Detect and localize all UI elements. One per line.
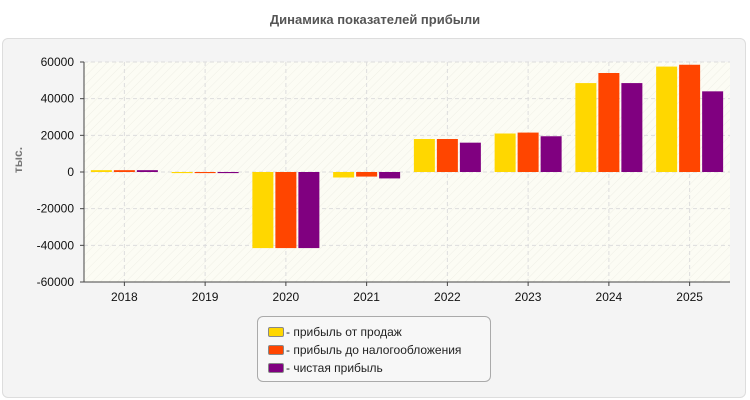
bar-sales-profit-2021	[333, 172, 355, 178]
bar-net-profit-2021	[379, 172, 401, 179]
y-tick-label: -20000	[37, 202, 75, 216]
y-tick-label: -40000	[37, 238, 75, 252]
bar-sales-profit-2018	[90, 170, 112, 172]
bar-sales-profit-2025	[656, 66, 678, 172]
bar-net-profit-2025	[702, 91, 724, 172]
x-tick-label: 2025	[676, 290, 703, 304]
legend-label-pretax-profit: - прибыль до налогообложения	[286, 343, 462, 357]
x-tick-label: 2020	[273, 290, 300, 304]
chart-title: Динамика показателей прибыли	[269, 12, 481, 27]
y-tick-label: 60000	[41, 55, 75, 69]
y-axis-label: тыс.	[11, 147, 25, 173]
bar-sales-profit-2020	[252, 172, 274, 249]
bar-pretax-profit-2023	[517, 132, 539, 172]
y-tick-label: 0	[67, 165, 74, 179]
legend-entry-net-profit: - чистая прибыль	[268, 359, 490, 377]
bar-pretax-profit-2021	[356, 172, 378, 177]
bar-pretax-profit-2022	[436, 139, 458, 172]
bar-pretax-profit-2019	[194, 172, 216, 174]
legend: - прибыль от продаж - прибыль до налогоо…	[257, 316, 491, 382]
legend-entry-sales-profit: - прибыль от продаж	[268, 323, 490, 341]
legend-label-net-profit: - чистая прибыль	[286, 361, 383, 375]
bar-sales-profit-2023	[494, 133, 516, 172]
bar-net-profit-2018	[136, 170, 158, 172]
legend-swatch-sales-profit	[268, 327, 284, 337]
legend-swatch-net-profit	[268, 363, 284, 373]
bar-sales-profit-2024	[575, 83, 597, 172]
bar-pretax-profit-2025	[679, 64, 701, 172]
bar-sales-profit-2022	[413, 139, 435, 172]
bar-pretax-profit-2020	[275, 172, 297, 249]
y-tick-label: 40000	[41, 92, 75, 106]
bar-net-profit-2024	[621, 83, 643, 172]
x-tick-label: 2019	[192, 290, 219, 304]
y-tick-label: 20000	[41, 128, 75, 142]
legend-label-sales-profit: - прибыль от продаж	[286, 325, 402, 339]
x-tick-label: 2018	[111, 290, 138, 304]
x-tick-label: 2021	[353, 290, 380, 304]
bar-pretax-profit-2018	[113, 170, 135, 172]
bar-net-profit-2020	[298, 172, 320, 249]
legend-swatch-pretax-profit	[268, 345, 284, 355]
x-tick-label: 2022	[434, 290, 461, 304]
bar-net-profit-2023	[540, 136, 562, 172]
x-tick-label: 2024	[596, 290, 623, 304]
x-tick-label: 2023	[515, 290, 542, 304]
bar-net-profit-2022	[459, 142, 481, 172]
legend-entry-pretax-profit: - прибыль до налогообложения	[268, 341, 490, 359]
bar-sales-profit-2019	[171, 172, 193, 174]
bar-pretax-profit-2024	[598, 73, 620, 172]
bar-net-profit-2019	[217, 172, 239, 174]
y-tick-label: -60000	[37, 275, 75, 289]
